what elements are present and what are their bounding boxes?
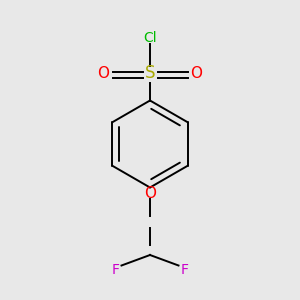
Text: O: O [190,66,202,81]
Text: O: O [144,186,156,201]
Text: Cl: Cl [143,31,157,44]
Text: S: S [145,64,155,82]
Text: F: F [112,263,119,277]
Text: F: F [181,263,188,277]
Text: O: O [98,66,110,81]
